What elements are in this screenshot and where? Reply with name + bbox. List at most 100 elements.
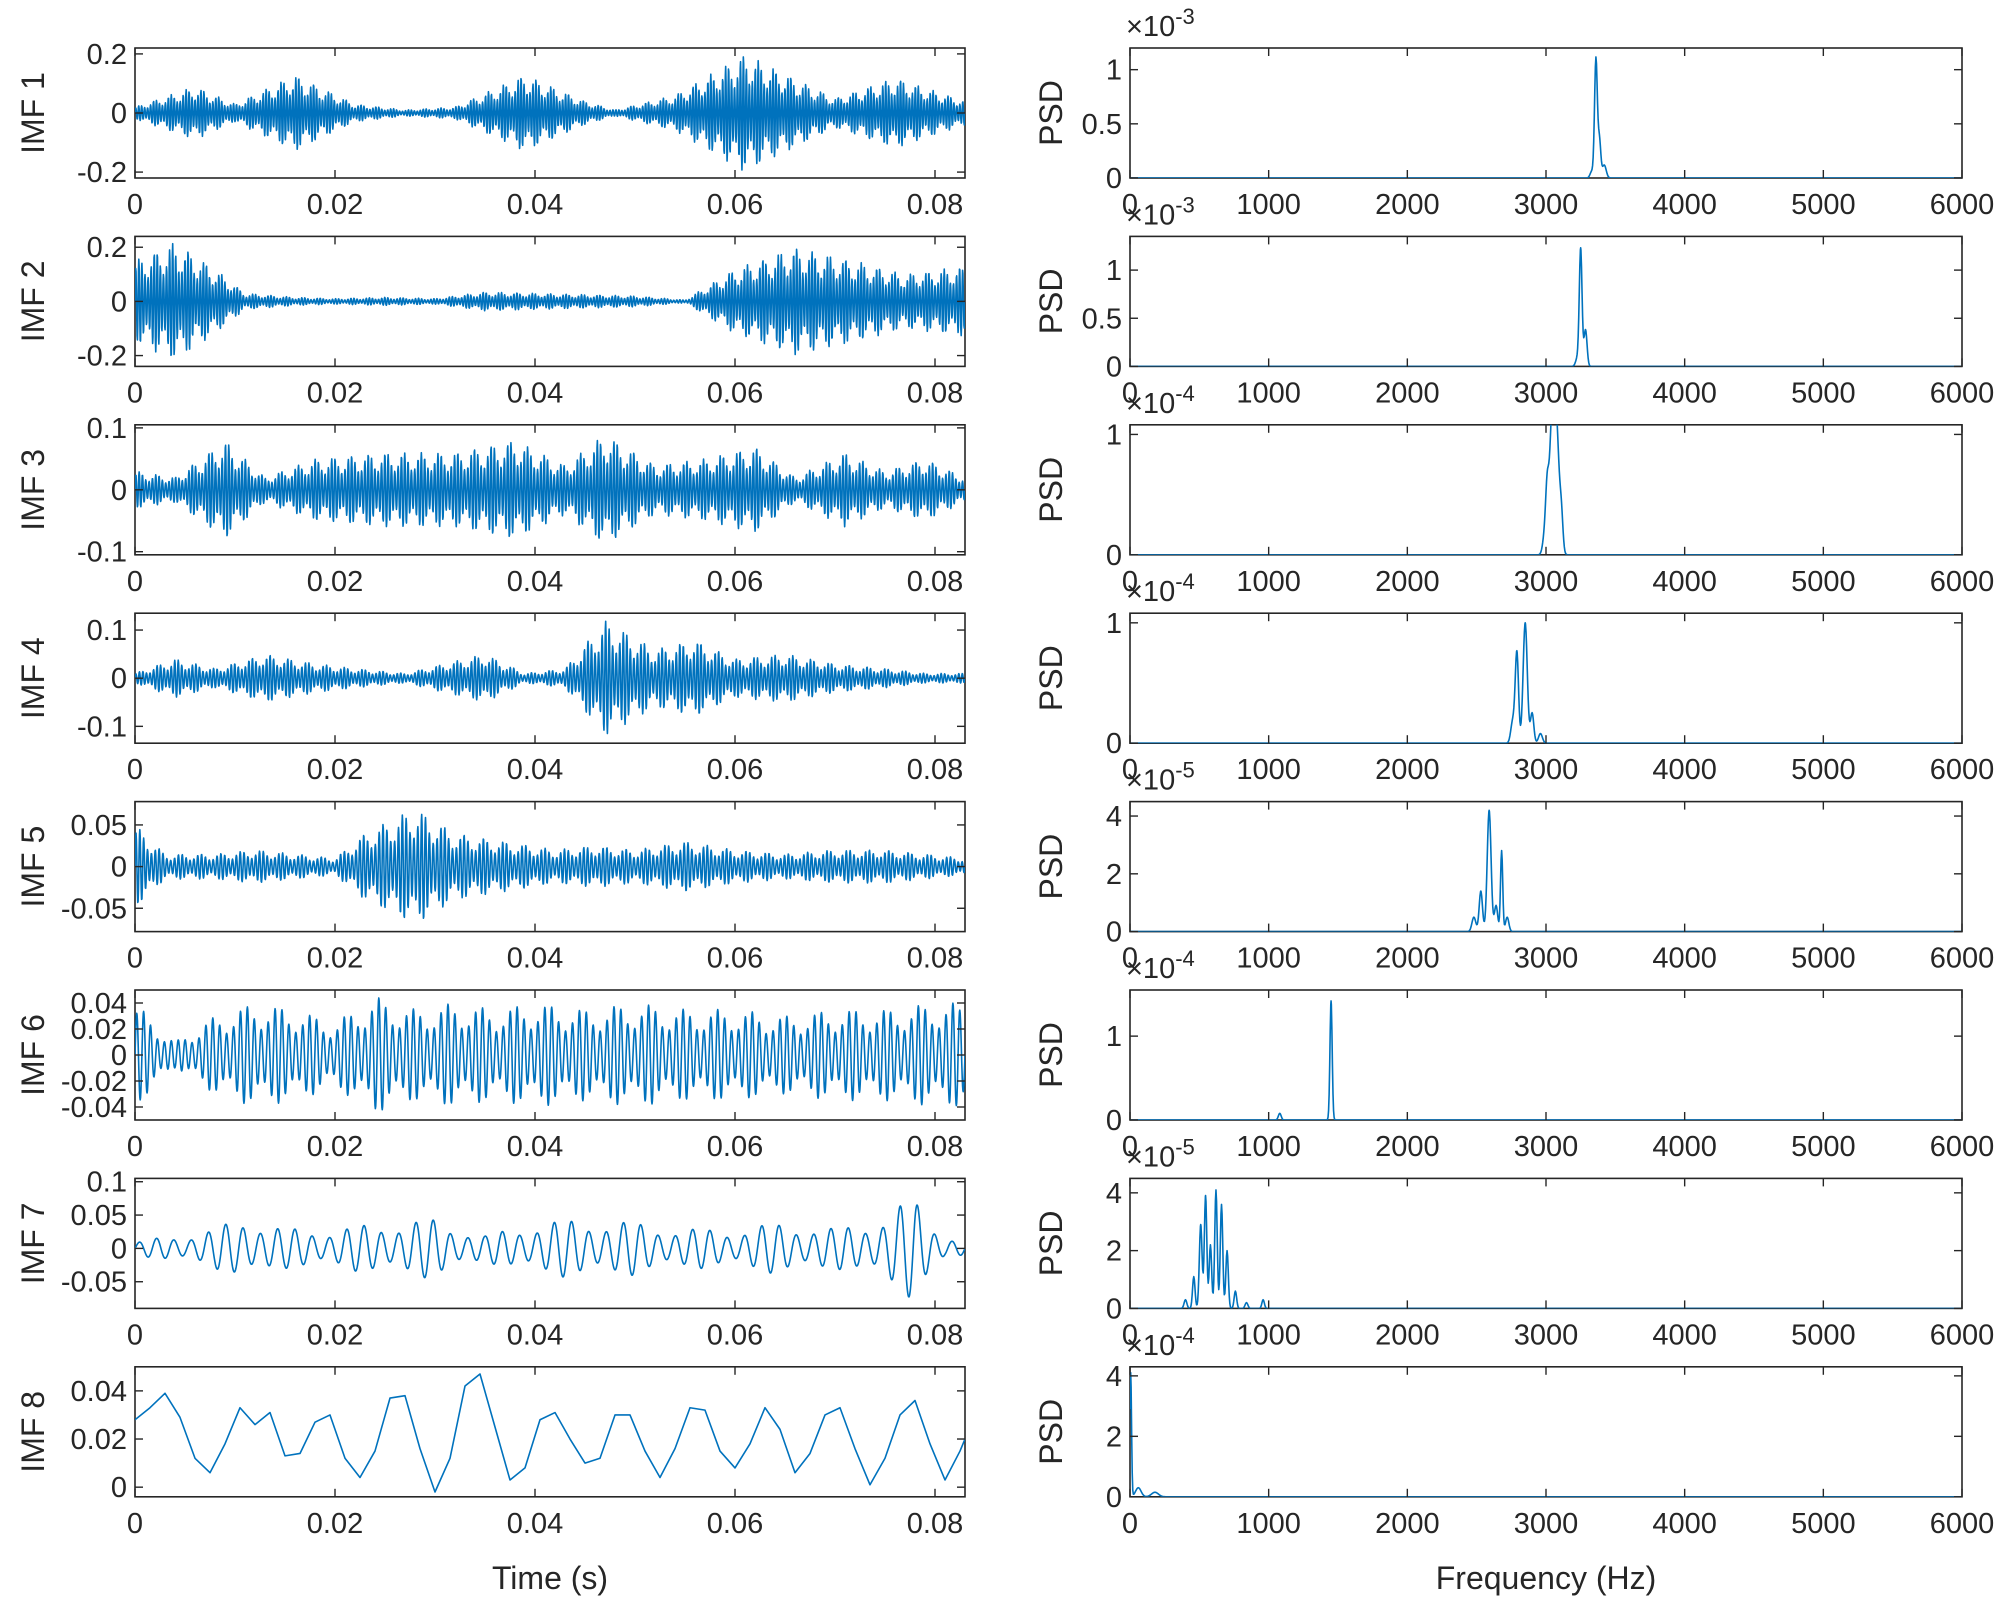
y-tick-label: 0 (1106, 1105, 1122, 1137)
x-tick-label: 1000 (1236, 1508, 1301, 1540)
x-tick-label: 2000 (1375, 943, 1440, 975)
x-tick-label: 3000 (1514, 754, 1579, 786)
x-tick-label: 0 (127, 566, 143, 598)
data-line (1130, 424, 1962, 555)
y-tick-label: 0 (1106, 540, 1122, 572)
x-tick-label: 4000 (1652, 1131, 1717, 1163)
x-tick-label: 3000 (1514, 1131, 1579, 1163)
y-tick-label: 0 (1106, 1293, 1122, 1325)
x-tick-label: 0.04 (507, 377, 563, 409)
x-tick-label: 0.06 (707, 1131, 763, 1163)
y-tick-label: 0.04 (71, 988, 127, 1020)
x-tick-label: 0 (1122, 1508, 1138, 1540)
y-tick-label: 0 (111, 475, 127, 507)
x-tick-label: 0.02 (307, 754, 363, 786)
x-tick-label: 4000 (1652, 377, 1717, 409)
x-tick-label: 3000 (1514, 1319, 1579, 1351)
y-tick-label: 0.04 (71, 1376, 127, 1408)
x-tick-label: 5000 (1791, 189, 1856, 221)
imf-psd-plot-7: 0 1000 2000 3000 4000 5000 6000 0 2 4 PSD ×10-5 (1033, 1134, 1994, 1351)
x-tick-label: 0.04 (507, 1131, 563, 1163)
x-tick-label: 4000 (1652, 754, 1717, 786)
data-line (135, 56, 965, 171)
y-tick-label: 0 (111, 286, 127, 318)
axes-frame (1129, 47, 1963, 179)
x-axis-label: Time (s) (492, 1560, 608, 1596)
x-tick-label: 0.06 (707, 1508, 763, 1540)
y-tick-label: 0 (111, 98, 127, 130)
x-tick-label: 2000 (1375, 1319, 1440, 1351)
y-tick-label: 1 (1106, 255, 1122, 287)
x-tick-label: 6000 (1930, 377, 1995, 409)
x-tick-label: 5000 (1791, 1319, 1856, 1351)
x-tick-label: 1000 (1236, 189, 1301, 221)
imf-time-plot-6: 0 0.02 0.04 0.06 0.08-0.04-0.0200.020.04IMF … (15, 988, 966, 1163)
y-tick-label: 2 (1106, 1236, 1122, 1268)
x-tick-label: 0.02 (307, 189, 363, 221)
y-tick-label: 0 (1106, 1482, 1122, 1514)
x-tick-label: 6000 (1930, 1131, 1995, 1163)
data-line (135, 242, 965, 357)
x-tick-label: 3000 (1514, 943, 1579, 975)
y-axis-exponent: ×10-4 (1126, 569, 1195, 608)
y-tick-label: -0.2 (77, 157, 127, 189)
x-tick-label: 5000 (1791, 377, 1856, 409)
axes-frame (1129, 235, 1963, 368)
imf-psd-plot-6: 0 1000 2000 3000 4000 5000 6000 0 1 PSD ×10-4 (1033, 946, 1994, 1163)
x-tick-label: 4000 (1652, 1319, 1717, 1351)
x-tick-label: 0.02 (307, 943, 363, 975)
x-tick-label: 1000 (1236, 754, 1301, 786)
x-tick-label: 6000 (1930, 566, 1995, 598)
y-tick-label: 1 (1106, 608, 1122, 640)
x-tick-label: 5000 (1791, 754, 1856, 786)
y-axis-label: PSD (1033, 834, 1069, 900)
y-axis-label: PSD (1033, 269, 1069, 335)
y-tick-label: 0.5 (1082, 303, 1122, 335)
y-tick-label: 0.2 (87, 39, 127, 71)
x-tick-label: 0 (1122, 189, 1138, 221)
x-tick-label: 0.06 (707, 566, 763, 598)
x-tick-label: 5000 (1791, 943, 1856, 975)
axes-frame (1129, 1366, 1963, 1498)
y-tick-label: 0 (111, 663, 127, 695)
x-tick-label: 5000 (1791, 1131, 1856, 1163)
y-tick-label: 0.1 (87, 1167, 127, 1199)
y-axis-label: IMF 7 (15, 1203, 51, 1285)
x-tick-label: 0 (127, 1508, 143, 1540)
y-axis-label: PSD (1033, 1211, 1069, 1277)
x-tick-label: 0.06 (707, 1319, 763, 1351)
y-axis-label: PSD (1033, 645, 1069, 711)
y-axis-label: IMF 4 (15, 637, 51, 719)
x-tick-label: 0 (127, 1319, 143, 1351)
y-tick-label: 0.02 (71, 1424, 127, 1456)
x-tick-label: 3000 (1514, 377, 1579, 409)
y-tick-label: 0.1 (87, 413, 127, 445)
y-tick-label: 1 (1106, 419, 1122, 451)
x-tick-label: 0 (127, 943, 143, 975)
y-tick-label: -0.02 (61, 1066, 127, 1098)
x-tick-label: 0.08 (907, 943, 963, 975)
x-tick-label: 0.08 (907, 1508, 963, 1540)
axes-frame (1129, 612, 1963, 745)
y-tick-label: 0 (1106, 917, 1122, 949)
x-tick-label: 0.02 (307, 377, 363, 409)
x-tick-label: 5000 (1791, 1508, 1856, 1540)
x-tick-label: 4000 (1652, 566, 1717, 598)
y-tick-label: 4 (1106, 1178, 1122, 1210)
x-tick-label: 0.04 (507, 943, 563, 975)
x-tick-label: 0.04 (507, 1508, 563, 1540)
imf-psd-plot-8: 0 1000 2000 3000 4000 5000 6000 0 2 4 PSD ×10-4 Freq… (1033, 1323, 1994, 1596)
y-tick-label: 1 (1106, 1021, 1122, 1053)
x-tick-label: 0.06 (707, 943, 763, 975)
x-tick-label: 0.06 (707, 754, 763, 786)
x-tick-label: 0 (1122, 1319, 1138, 1351)
y-tick-label: 1 (1106, 55, 1122, 87)
y-tick-label: -0.04 (61, 1092, 127, 1124)
axes-frame (1129, 1177, 1963, 1310)
x-tick-label: 6000 (1930, 189, 1995, 221)
y-tick-label: 0 (111, 1040, 127, 1072)
